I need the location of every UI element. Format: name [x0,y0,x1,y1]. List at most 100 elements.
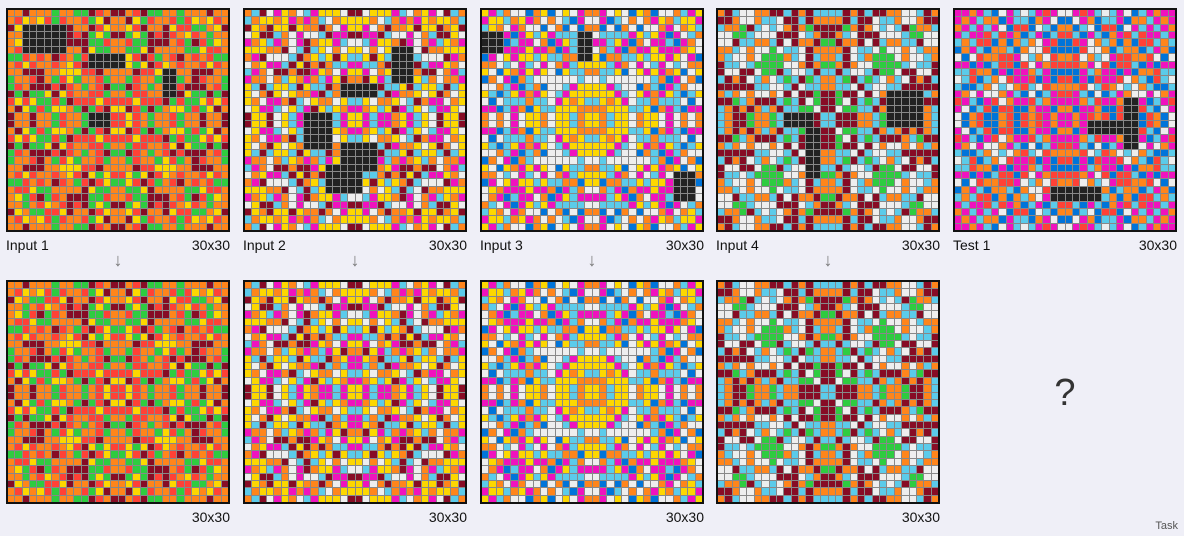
grid-cell[interactable] [533,46,540,54]
grid-cell[interactable] [865,172,872,179]
grid-cell[interactable] [8,149,15,157]
grid-cell[interactable] [199,179,206,186]
grid-cell[interactable] [214,46,221,54]
grid-cell[interactable] [1131,201,1139,208]
grid-cell[interactable] [370,76,377,83]
grid-cell[interactable] [585,46,592,54]
grid-cell[interactable] [1139,149,1146,157]
grid-cell[interactable] [451,54,458,61]
grid-cell[interactable] [607,91,614,98]
grid-cell[interactable] [111,164,118,172]
grid-cell[interactable] [1168,127,1175,135]
grid-cell[interactable] [924,76,931,83]
grid-cell[interactable] [111,83,118,91]
grid-cell[interactable] [924,39,931,46]
grid-cell[interactable] [384,216,392,223]
grid-cell[interactable] [526,10,533,17]
grid-cell[interactable] [66,46,74,54]
grid-cell[interactable] [96,54,103,61]
grid-cell[interactable] [570,39,577,46]
grid-cell[interactable] [96,32,103,39]
grid-cell[interactable] [1006,157,1013,164]
grid-cell[interactable] [984,76,991,83]
grid-cell[interactable] [1161,32,1168,39]
grid-cell[interactable] [563,105,570,113]
grid-cell[interactable] [680,10,688,17]
grid-cell[interactable] [1102,54,1109,61]
grid-cell[interactable] [199,355,206,363]
grid-cell[interactable] [570,61,577,68]
grid-cell[interactable] [880,105,887,113]
grid-cell[interactable] [909,54,916,61]
grid-cell[interactable] [496,172,504,179]
grid-cell[interactable] [259,142,267,149]
grid-cell[interactable] [177,392,184,399]
grid-cell[interactable] [192,83,199,91]
grid-cell[interactable] [311,186,318,194]
grid-cell[interactable] [511,68,518,76]
grid-cell[interactable] [192,105,199,113]
grid-cell[interactable] [977,91,984,98]
grid-cell[interactable] [533,179,540,186]
grid-cell[interactable] [666,164,673,172]
grid-cell[interactable] [81,304,89,311]
grid-cell[interactable] [214,68,221,76]
grid-cell[interactable] [799,127,806,135]
grid-cell[interactable] [414,186,421,194]
grid-cell[interactable] [754,83,762,91]
grid-cell[interactable] [1102,194,1109,201]
grid-cell[interactable] [111,98,118,105]
grid-cell[interactable] [732,105,740,113]
grid-cell[interactable] [1153,76,1161,83]
grid-cell[interactable] [1050,216,1058,223]
grid-cell[interactable] [902,32,909,39]
grid-cell[interactable] [725,76,732,83]
grid-cell[interactable] [177,120,184,127]
grid-cell[interactable] [850,157,857,164]
grid-cell[interactable] [206,326,214,333]
grid-cell[interactable] [791,46,799,54]
grid-cell[interactable] [1036,17,1043,24]
grid-cell[interactable] [348,208,355,216]
grid-cell[interactable] [59,164,66,172]
grid-cell[interactable] [1050,98,1058,105]
grid-cell[interactable] [762,142,769,149]
grid-cell[interactable] [1036,208,1043,216]
grid-cell[interactable] [821,135,828,142]
grid-cell[interactable] [147,363,155,370]
grid-cell[interactable] [1146,164,1153,172]
grid-cell[interactable] [931,10,938,17]
grid-cell[interactable] [776,223,784,230]
grid-cell[interactable] [887,142,894,149]
grid-cell[interactable] [252,216,259,223]
grid-cell[interactable] [1080,135,1087,142]
input-2-grid[interactable] [243,8,467,232]
grid-cell[interactable] [887,83,894,91]
grid-cell[interactable] [274,113,281,120]
grid-cell[interactable] [865,98,872,105]
grid-cell[interactable] [969,91,977,98]
grid-cell[interactable] [289,201,296,208]
grid-cell[interactable] [658,164,666,172]
grid-cell[interactable] [147,179,155,186]
grid-cell[interactable] [170,105,177,113]
grid-cell[interactable] [1021,172,1028,179]
grid-cell[interactable] [695,68,702,76]
grid-cell[interactable] [252,194,259,201]
grid-cell[interactable] [526,216,533,223]
grid-cell[interactable] [969,24,977,32]
grid-cell[interactable] [170,223,177,230]
grid-cell[interactable] [155,32,162,39]
grid-cell[interactable] [30,370,37,377]
grid-cell[interactable] [533,61,540,68]
grid-cell[interactable] [59,186,66,194]
grid-cell[interactable] [170,113,177,120]
grid-cell[interactable] [762,186,769,194]
grid-cell[interactable] [585,68,592,76]
grid-cell[interactable] [52,355,59,363]
grid-cell[interactable] [776,10,784,17]
grid-cell[interactable] [74,355,81,363]
grid-cell[interactable] [835,120,843,127]
grid-cell[interactable] [74,326,81,333]
grid-cell[interactable] [614,157,621,164]
